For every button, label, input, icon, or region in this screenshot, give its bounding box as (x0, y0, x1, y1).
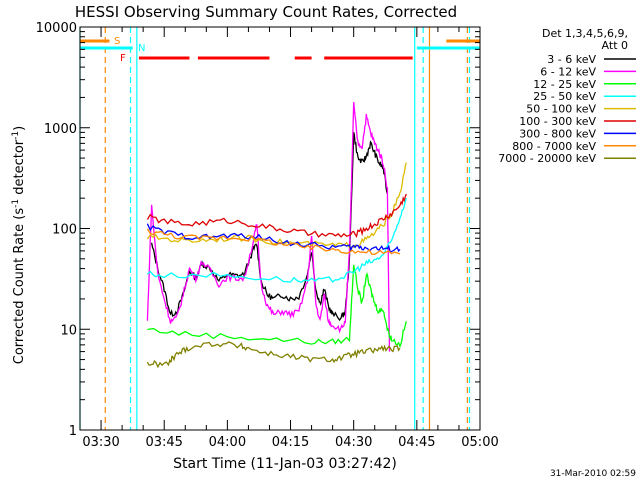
y-tick-label-0: 1 (69, 424, 77, 439)
y-label-sup1: -1 (11, 199, 21, 208)
x-axis-label: Start Time (11-Jan-03 03:27:42) (173, 456, 397, 472)
legend-label-5: 100 - 300 keV (519, 115, 596, 128)
vertical-markers (79, 27, 471, 430)
legend-header-0: Det 1,3,4,5,6,9, (542, 27, 628, 40)
series-line-6 (146, 223, 401, 254)
x-tick-label-5: 04:45 (398, 435, 435, 450)
legend-label-0: 3 - 6 keV (547, 53, 596, 66)
series-line-1 (146, 102, 391, 352)
series-line-8 (146, 341, 401, 369)
y-label-sup2: -1 (11, 131, 21, 140)
x-tick-label-1: 03:45 (145, 435, 182, 450)
legend-label-7: 800 - 7000 keV (512, 140, 596, 153)
y-axis-label: Corrected Count Rate (s-1 detector-1) (11, 126, 27, 364)
plot-axes: 1 10 100 1000 10000 03:30 03:45 04:00 04:15 04:30… (36, 21, 499, 450)
legend-label-8: 7000 - 20000 keV (498, 152, 596, 165)
series-line-0 (150, 131, 389, 322)
footer-date: 31-Mar-2010 02:59 (550, 469, 636, 479)
series-line-3 (146, 198, 407, 283)
legend-label-2: 12 - 25 keV (533, 78, 596, 91)
s-flag-label: S (114, 36, 120, 47)
chart-title: HESSI Observing Summary Count Rates, Cor… (75, 3, 457, 21)
legend-label-4: 50 - 100 keV (526, 103, 596, 116)
series-line-5 (146, 193, 407, 239)
x-tick-label-6: 05:00 (461, 435, 498, 450)
y-label-main: Corrected Count Rate (s (12, 208, 27, 365)
y-tick-label-3: 1000 (44, 122, 77, 137)
f-flag-label: F (120, 53, 126, 64)
legend-header-1: Att 0 (602, 39, 628, 52)
series-line-2 (147, 264, 407, 349)
legend-label-1: 6 - 12 keV (540, 65, 596, 78)
series-line-4 (146, 162, 407, 249)
x-tick-label-2: 04:00 (209, 435, 246, 450)
x-tick-label-4: 04:30 (335, 435, 372, 450)
flag-bars: S N F (80, 36, 480, 64)
y-label-mid: detector (12, 139, 27, 199)
series-line-7 (146, 228, 401, 255)
legend-label-6: 300 - 800 keV (519, 127, 596, 140)
y-tick-label-4: 10000 (36, 21, 77, 36)
legend-label-3: 25 - 50 keV (533, 90, 596, 103)
y-label-end: ) (12, 126, 27, 131)
n-flag-label: N (138, 43, 145, 54)
series-layer (146, 102, 407, 369)
y-tick-label-1: 10 (60, 323, 77, 338)
x-tick-label-0: 03:30 (82, 435, 119, 450)
x-tick-label-3: 04:15 (272, 435, 309, 450)
y-tick-label-2: 100 (52, 223, 77, 238)
